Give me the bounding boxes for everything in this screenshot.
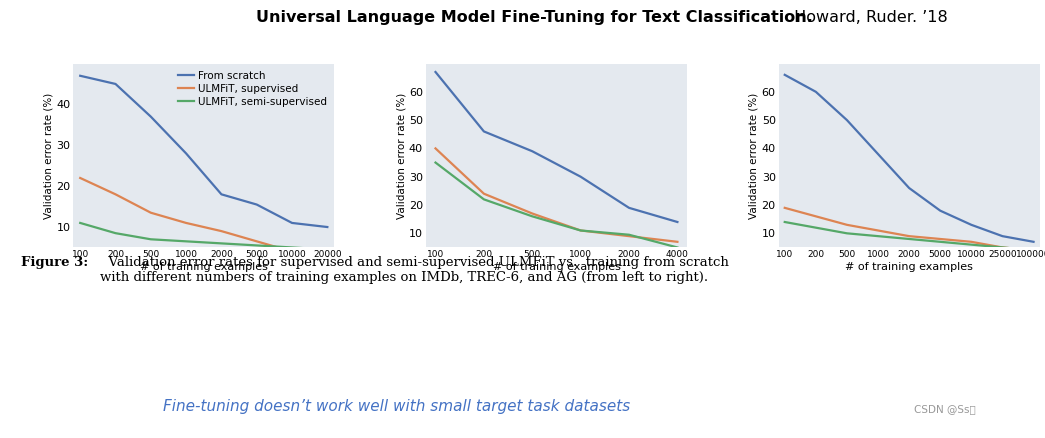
ULMFiT, supervised <box>671 239 683 244</box>
ULMFiT, supervised <box>478 191 490 196</box>
X-axis label: # of training examples: # of training examples <box>845 262 973 272</box>
ULMFiT, semi-supervised <box>215 241 228 246</box>
Line: ULMFiT, semi-supervised: ULMFiT, semi-supervised <box>80 223 327 250</box>
From scratch <box>285 220 298 226</box>
Text: Fine-tuning doesn’t work well with small target task datasets: Fine-tuning doesn’t work well with small… <box>163 399 631 414</box>
ULMFiT, supervised <box>144 210 157 215</box>
ULMFiT, semi-supervised <box>429 160 442 165</box>
From scratch <box>810 89 822 95</box>
ULMFiT, semi-supervised <box>966 242 978 247</box>
ULMFiT, semi-supervised <box>903 237 915 242</box>
ULMFiT, supervised <box>872 228 884 233</box>
From scratch <box>872 152 884 157</box>
Y-axis label: Validation error rate (%): Validation error rate (%) <box>396 92 407 219</box>
From scratch <box>110 81 122 87</box>
ULMFiT, semi-supervised <box>144 237 157 242</box>
From scratch <box>526 148 538 154</box>
From scratch <box>478 129 490 134</box>
From scratch <box>180 151 192 156</box>
ULMFiT, semi-supervised <box>623 232 635 237</box>
From scratch <box>215 192 228 197</box>
ULMFiT, semi-supervised <box>321 247 333 252</box>
ULMFiT, semi-supervised <box>180 239 192 244</box>
From scratch <box>996 233 1008 239</box>
Text: Howard, Ruder. ’18: Howard, Ruder. ’18 <box>789 10 948 25</box>
ULMFiT, semi-supervised <box>872 233 884 239</box>
ULMFiT, semi-supervised <box>810 225 822 230</box>
Line: ULMFiT, supervised: ULMFiT, supervised <box>436 148 677 242</box>
ULMFiT, semi-supervised <box>526 214 538 219</box>
From scratch <box>779 72 791 78</box>
ULMFiT, supervised <box>623 233 635 239</box>
ULMFiT, semi-supervised <box>840 231 853 236</box>
From scratch <box>1027 239 1040 244</box>
ULMFiT, supervised <box>779 205 791 211</box>
From scratch <box>903 185 915 191</box>
From scratch <box>934 208 947 213</box>
Text: Figure 3:: Figure 3: <box>21 256 88 269</box>
From scratch <box>429 69 442 74</box>
ULMFiT, semi-supervised <box>478 197 490 202</box>
ULMFiT, supervised <box>526 211 538 216</box>
Line: ULMFiT, supervised: ULMFiT, supervised <box>80 178 327 256</box>
Line: ULMFiT, semi-supervised: ULMFiT, semi-supervised <box>785 222 1034 250</box>
ULMFiT, semi-supervised <box>110 230 122 236</box>
X-axis label: # of training examples: # of training examples <box>492 262 621 272</box>
ULMFiT, supervised <box>903 233 915 239</box>
ULMFiT, semi-supervised <box>74 220 87 226</box>
Text: Universal Language Model Fine-Tuning for Text Classification.: Universal Language Model Fine-Tuning for… <box>256 10 813 25</box>
ULMFiT, semi-supervised <box>671 245 683 250</box>
ULMFiT, supervised <box>810 214 822 219</box>
ULMFiT, supervised <box>840 222 853 227</box>
Y-axis label: Validation error rate (%): Validation error rate (%) <box>44 92 53 219</box>
ULMFiT, semi-supervised <box>996 245 1008 250</box>
ULMFiT, supervised <box>321 253 333 258</box>
ULMFiT, semi-supervised <box>934 239 947 244</box>
ULMFiT, supervised <box>996 245 1008 250</box>
ULMFiT, supervised <box>934 237 947 242</box>
From scratch <box>840 117 853 123</box>
Line: From scratch: From scratch <box>785 75 1034 242</box>
ULMFiT, supervised <box>110 192 122 197</box>
From scratch <box>321 224 333 230</box>
From scratch <box>144 114 157 119</box>
ULMFiT, semi-supervised <box>285 245 298 250</box>
From scratch <box>623 205 635 211</box>
ULMFiT, supervised <box>285 249 298 254</box>
From scratch <box>74 73 87 78</box>
ULMFiT, supervised <box>966 239 978 244</box>
From scratch <box>251 202 263 207</box>
Line: ULMFiT, supervised: ULMFiT, supervised <box>785 208 1034 250</box>
From scratch <box>966 222 978 227</box>
Legend: From scratch, ULMFiT, supervised, ULMFiT, semi-supervised: From scratch, ULMFiT, supervised, ULMFiT… <box>177 69 329 109</box>
ULMFiT, semi-supervised <box>251 243 263 248</box>
ULMFiT, semi-supervised <box>575 228 587 233</box>
Text: Validation error rates for supervised and semi-supervised ULMFiT vs.  training f: Validation error rates for supervised an… <box>100 256 729 284</box>
X-axis label: # of training examples: # of training examples <box>140 262 268 272</box>
Y-axis label: Validation error rate (%): Validation error rate (%) <box>749 92 759 219</box>
ULMFiT, supervised <box>1027 247 1040 253</box>
ULMFiT, supervised <box>74 175 87 180</box>
Line: From scratch: From scratch <box>80 76 327 227</box>
ULMFiT, supervised <box>251 239 263 244</box>
ULMFiT, supervised <box>180 220 192 226</box>
Line: ULMFiT, semi-supervised: ULMFiT, semi-supervised <box>436 162 677 247</box>
ULMFiT, semi-supervised <box>779 219 791 225</box>
Line: From scratch: From scratch <box>436 72 677 222</box>
ULMFiT, supervised <box>429 146 442 151</box>
From scratch <box>671 219 683 225</box>
ULMFiT, supervised <box>215 229 228 234</box>
Text: CSDN @Ss苹: CSDN @Ss苹 <box>914 404 976 414</box>
ULMFiT, supervised <box>575 228 587 233</box>
ULMFiT, semi-supervised <box>1027 247 1040 253</box>
From scratch <box>575 174 587 179</box>
